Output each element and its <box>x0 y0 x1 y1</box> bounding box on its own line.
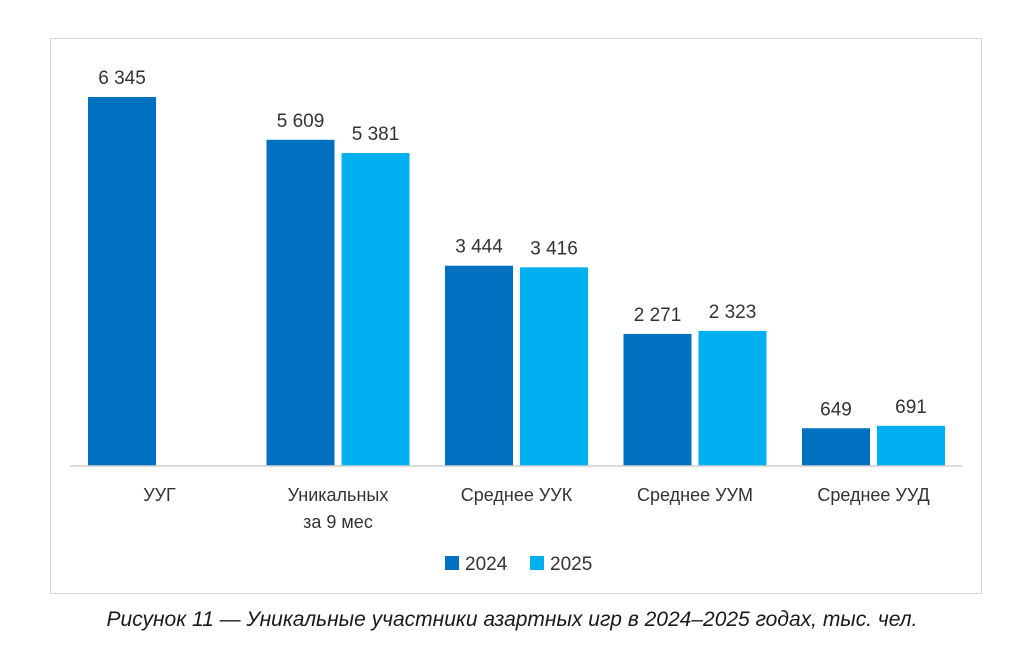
legend-swatch-2024 <box>445 556 459 570</box>
value-label-2025-4: 691 <box>895 397 927 418</box>
legend-label-2025: 2025 <box>550 554 592 575</box>
value-label-2024-1: 5 609 <box>277 111 325 132</box>
legend: 2024 2025 <box>445 554 592 575</box>
bars-layer <box>88 97 945 466</box>
legend-swatch-2025 <box>530 556 544 570</box>
category-label-1: за 9 мес <box>303 512 373 532</box>
value-label-2024-3: 2 271 <box>634 305 682 326</box>
bar-2024-1 <box>266 139 335 466</box>
category-label-1: Уникальных <box>288 485 389 505</box>
value-label-2024-2: 3 444 <box>455 237 503 258</box>
value-label-2024-4: 649 <box>820 399 852 420</box>
bar-2024-0 <box>88 97 156 466</box>
bar-2025-4 <box>877 425 945 466</box>
value-label-2025-3: 2 323 <box>709 302 757 323</box>
category-label-4: Среднее УУД <box>817 485 929 505</box>
value-labels-layer: 6 345 5 609 5 381 3 444 3 416 2 271 2 323 649 69… <box>98 68 927 420</box>
value-label-2025-2: 3 416 <box>530 238 578 259</box>
bar-2025-2 <box>520 267 588 466</box>
bar-2025-3 <box>698 330 767 466</box>
bar-2024-3 <box>623 333 692 466</box>
category-label-3: Среднее УУМ <box>637 485 753 505</box>
value-label-2024-0: 6 345 <box>98 68 146 89</box>
bar-chart: 6 345 5 609 5 381 3 444 3 416 2 271 2 323 649 69… <box>70 68 962 575</box>
legend-label-2024: 2024 <box>465 554 508 575</box>
category-label-2: Среднее УУК <box>461 485 573 505</box>
bar-2024-4 <box>802 428 870 466</box>
bar-2025-1 <box>341 153 410 466</box>
figure-caption: Рисунок 11 — Уникальные участники азартн… <box>106 608 918 631</box>
value-label-2025-1: 5 381 <box>352 124 400 145</box>
category-labels-layer: УУГ Уникальных за 9 мес Среднее УУК Среднее … <box>143 485 929 532</box>
chart-frame <box>50 38 982 594</box>
category-label-0: УУГ <box>143 485 176 505</box>
bar-2024-2 <box>445 265 513 466</box>
